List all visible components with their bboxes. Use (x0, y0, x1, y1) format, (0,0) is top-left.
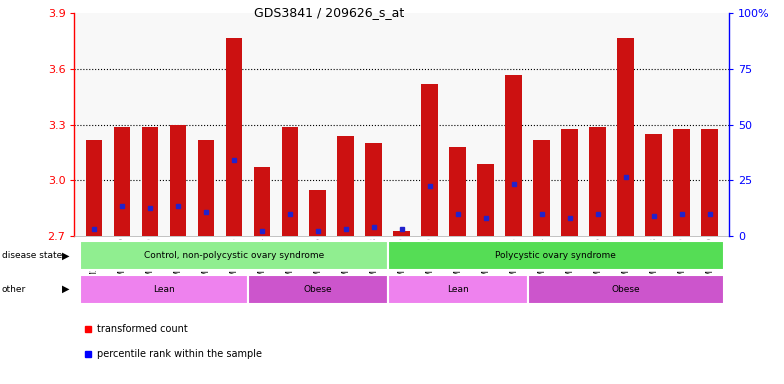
Text: GDS3841 / 209626_s_at: GDS3841 / 209626_s_at (254, 6, 405, 19)
Text: Lean: Lean (153, 285, 175, 294)
Bar (528, 275, 724, 304)
Bar (365, 143, 383, 236)
Bar (80, 275, 248, 304)
Bar (561, 129, 578, 236)
Bar (533, 140, 550, 236)
Bar (114, 127, 130, 236)
Text: Control, non-polycystic ovary syndrome: Control, non-polycystic ovary syndrome (143, 251, 324, 260)
Bar (169, 125, 187, 236)
Bar (310, 190, 326, 236)
Bar (506, 74, 522, 236)
Bar (617, 38, 634, 236)
Text: Obese: Obese (303, 285, 332, 294)
Bar (80, 241, 388, 270)
Text: other: other (2, 285, 26, 294)
Bar (388, 241, 724, 270)
Text: Obese: Obese (612, 285, 640, 294)
Bar (142, 127, 158, 236)
Bar (337, 136, 354, 236)
Bar (388, 275, 528, 304)
Text: transformed count: transformed count (97, 324, 188, 334)
Text: ▶: ▶ (61, 284, 69, 294)
Bar (673, 129, 690, 236)
Bar (701, 129, 718, 236)
Text: ▶: ▶ (61, 251, 69, 261)
Text: disease state: disease state (2, 251, 62, 260)
Bar (645, 134, 662, 236)
Bar (477, 164, 494, 236)
Bar (248, 275, 388, 304)
Text: Polycystic ovary syndrome: Polycystic ovary syndrome (495, 251, 616, 260)
Bar (226, 38, 242, 236)
Bar (253, 167, 270, 236)
Bar (85, 140, 103, 236)
Bar (198, 140, 214, 236)
Bar (421, 84, 438, 236)
Bar (281, 127, 298, 236)
Text: percentile rank within the sample: percentile rank within the sample (97, 349, 263, 359)
Bar (590, 127, 606, 236)
Bar (449, 147, 466, 236)
Text: Lean: Lean (447, 285, 469, 294)
Bar (394, 230, 410, 236)
